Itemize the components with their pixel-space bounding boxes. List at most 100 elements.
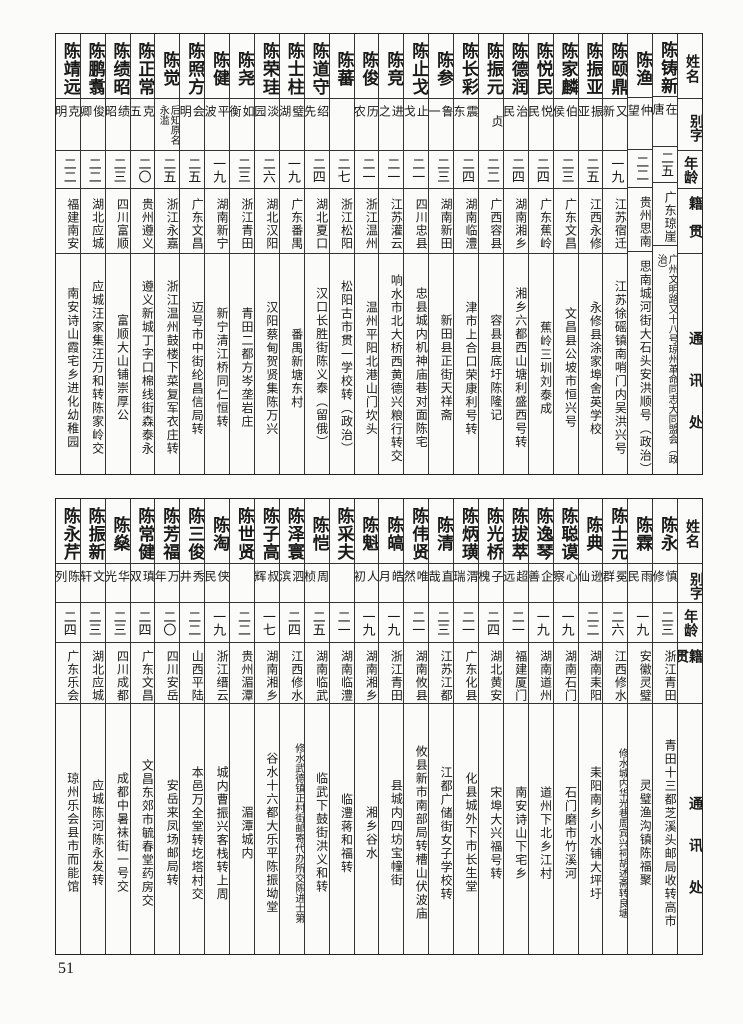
person-origin: 浙江青田: [230, 189, 254, 254]
person-column: 陈觉 后知原名永滥 二五 浙江永嘉 浙江温州鼓楼下菜复军衣庄转: [154, 34, 180, 474]
person-alias: 进之: [379, 99, 404, 151]
person-column: 陈正常 克五 二〇 贵州遵义 遵义新城丁字口棉线街森泰永: [129, 34, 155, 474]
header-age: 年龄: [678, 603, 702, 643]
person-column: 陈芳福 万年 二〇 四川安岳 安岳来凤场邮局转: [154, 499, 180, 954]
person-age: 二五: [304, 603, 329, 643]
person-alias: 绍先: [304, 99, 329, 151]
person-column: 陈铸新 在唐 二五 广东琼崖 广州文明路又十八号琼州革命同志大同盟会（政治）: [652, 34, 678, 474]
person-name: 陈永芹: [55, 499, 80, 564]
person-name: 陈逸琴: [528, 499, 553, 564]
person-origin: 浙江青田: [379, 643, 404, 704]
person-origin: 广东乐会: [55, 643, 80, 704]
page-number: 51: [58, 960, 74, 977]
person-address: 城内曹振兴客栈转上周: [215, 765, 230, 901]
person-alias: 周桢: [304, 564, 329, 603]
person-name: 陈靖远: [55, 34, 80, 99]
person-name: 陈淘: [205, 499, 230, 564]
person-age: 二二: [578, 603, 603, 643]
person-age: 二一: [503, 603, 528, 643]
person-column: 陈伟贤 唯然 二一 湖南攸县 攸县新市南部局转槽山伏波庙: [403, 499, 429, 954]
person-address: 汉口长胜街陈义泰（留俄）: [314, 287, 329, 449]
person-name: 陈燊: [105, 499, 130, 564]
person-address: 临澧蒋和福转: [339, 792, 354, 874]
person-name: 陈健: [205, 34, 230, 99]
person-address: 迈号市中街纶昌信局转: [190, 300, 205, 436]
person-age: 二三: [105, 151, 130, 189]
person-alias: 陈列: [55, 564, 80, 603]
person-alias: 直哉: [429, 564, 454, 603]
person-column: 陈世贤 二二 贵州湄潭 湄潭城内: [229, 499, 254, 954]
person-name: 陈清: [429, 499, 454, 564]
person-column: 陈竞 进之 二一 江苏灌云 响水市北大桥西黄德兴粮行转交: [378, 34, 404, 474]
person-column: 陈渔 仲望 二二 贵州思南 思南城河街大石头安洪顺号（政治）: [627, 34, 653, 474]
person-age: 二二: [180, 603, 205, 643]
person-column: 陈悦民 悦民 二四 广东蕉岭 蕉岭三圳刘泰成: [527, 34, 553, 474]
person-alias: 历农: [354, 99, 379, 151]
person-age: 二三: [105, 603, 130, 643]
person-address: 南安诗山霞宅乡进化幼稚园: [65, 287, 80, 449]
person-name: 陈参: [429, 34, 454, 99]
person-alias: 瑱双: [130, 564, 155, 603]
person-column: 陈蕃 二七 浙江松阳 松阳古市贯一学校转（政治）: [328, 34, 354, 474]
person-origin: 四川成都: [105, 643, 130, 704]
person-age: 二五: [180, 151, 205, 189]
person-origin: 湖南湘乡: [503, 189, 528, 254]
person-alias: 唯然: [404, 564, 429, 603]
person-column: 陈靖远 克明 二二 福建南安南安诗山霞宅乡进化幼稚园: [55, 34, 80, 474]
person-address: 新田县正街天祥斋: [439, 314, 454, 422]
person-origin: 浙江永嘉: [155, 189, 180, 254]
person-age: 二四: [454, 151, 478, 189]
person-column: 陈止戈 止戈 二一 四川忠县 忠县城内机神庙巷对面陈宅: [403, 34, 429, 474]
person-alias: 克明: [55, 99, 80, 151]
person-address: 应城汪家集汪万和转陈家岭交: [90, 280, 105, 456]
person-address: 青田十三都芝溪头邮局收转高市: [663, 738, 678, 928]
person-name: 陈拔萃: [503, 499, 528, 564]
person-column: 陈皜 皓月 一九 浙江青田 县城内四坊宝幢街: [378, 499, 404, 954]
person-name: 陈尧: [230, 34, 254, 99]
person-column: 陈拔萃 超远 二一 福建厦门 南安诗山下宅乡: [502, 499, 528, 954]
person-address: 宋埠大兴福号转: [488, 785, 503, 881]
header-column: 姓名 别字 年龄 籍贯 通讯处: [677, 34, 702, 474]
person-column: 陈常健 瑱双 二四 广东文昌 文昌东郊市毓春堂药房交: [129, 499, 155, 954]
person-address: 蕉岭三圳刘泰成: [538, 320, 553, 416]
person-age: 二二: [628, 150, 653, 188]
person-column: 陈振新 文轩 二三 湖北应城 应城陈河陈永发转: [79, 499, 105, 954]
person-origin: 湖南临澧: [329, 643, 354, 704]
person-origin: 湖南耒阳: [578, 643, 603, 704]
person-origin: 贵州思南: [628, 188, 653, 253]
person-name: 陈聪谟: [553, 499, 578, 564]
person-column: 陈道守 绍先 二四 湖北夏口 汉口长胜街陈义泰（留俄）: [303, 34, 329, 474]
person-column: 陈魁 人初 一九 湖南湘乡 湘乡谷水: [353, 499, 379, 954]
person-address: 县城内四坊宝幢街: [389, 779, 404, 887]
person-age: 二四: [528, 151, 553, 189]
person-column: 陈长彩 震东 二四 湖南临澧 津市上合口荣康利号转: [453, 34, 478, 474]
person-name: 陈采夫: [329, 499, 354, 564]
header-alias: 别字: [678, 564, 702, 603]
person-age: 二五: [653, 147, 678, 184]
person-column: 陈泽寰 泗滨 二四 江西修水 修水武德镇正村街邮寄代办所交陈进士第: [278, 499, 304, 954]
person-alias: 振亚: [578, 99, 603, 151]
person-name: 陈正常: [130, 34, 155, 99]
person-name: 陈常健: [130, 499, 155, 564]
person-address: 忠县城内机神庙巷对面陈宅: [414, 287, 429, 449]
person-origin: 四川忠县: [404, 189, 429, 254]
person-address: 灵璧渔沟镇陈福聚: [638, 779, 653, 887]
person-name: 陈三俊: [180, 499, 205, 564]
person-address: 松阳古市贯一学校转（政治）: [339, 280, 354, 456]
person-age: 一九: [553, 603, 578, 643]
person-age: 一九: [205, 603, 230, 643]
person-origin: 福建南安: [55, 189, 80, 254]
person-alias: [329, 99, 354, 151]
person-origin: 浙江青田: [653, 643, 678, 704]
person-age: 二二: [55, 151, 80, 189]
person-column: 陈逸琴 企善 一九 湖南道州 道州下北乡江村: [527, 499, 553, 954]
person-origin: 广东文昌: [130, 643, 155, 704]
person-address: 修水武德镇正村街邮寄代办所交陈进士第: [292, 743, 304, 923]
person-address: 化县城外下市长生堂: [463, 772, 478, 894]
person-alias: 秀井: [180, 564, 205, 603]
person-address: 临武下鼓街洪义和转: [314, 772, 329, 894]
person-origin: 湖南临澧: [454, 189, 478, 254]
person-address: 永修县涂家埠舍英学校: [588, 300, 603, 436]
person-age: 一九: [279, 151, 304, 189]
person-name: 陈渔: [628, 34, 653, 99]
